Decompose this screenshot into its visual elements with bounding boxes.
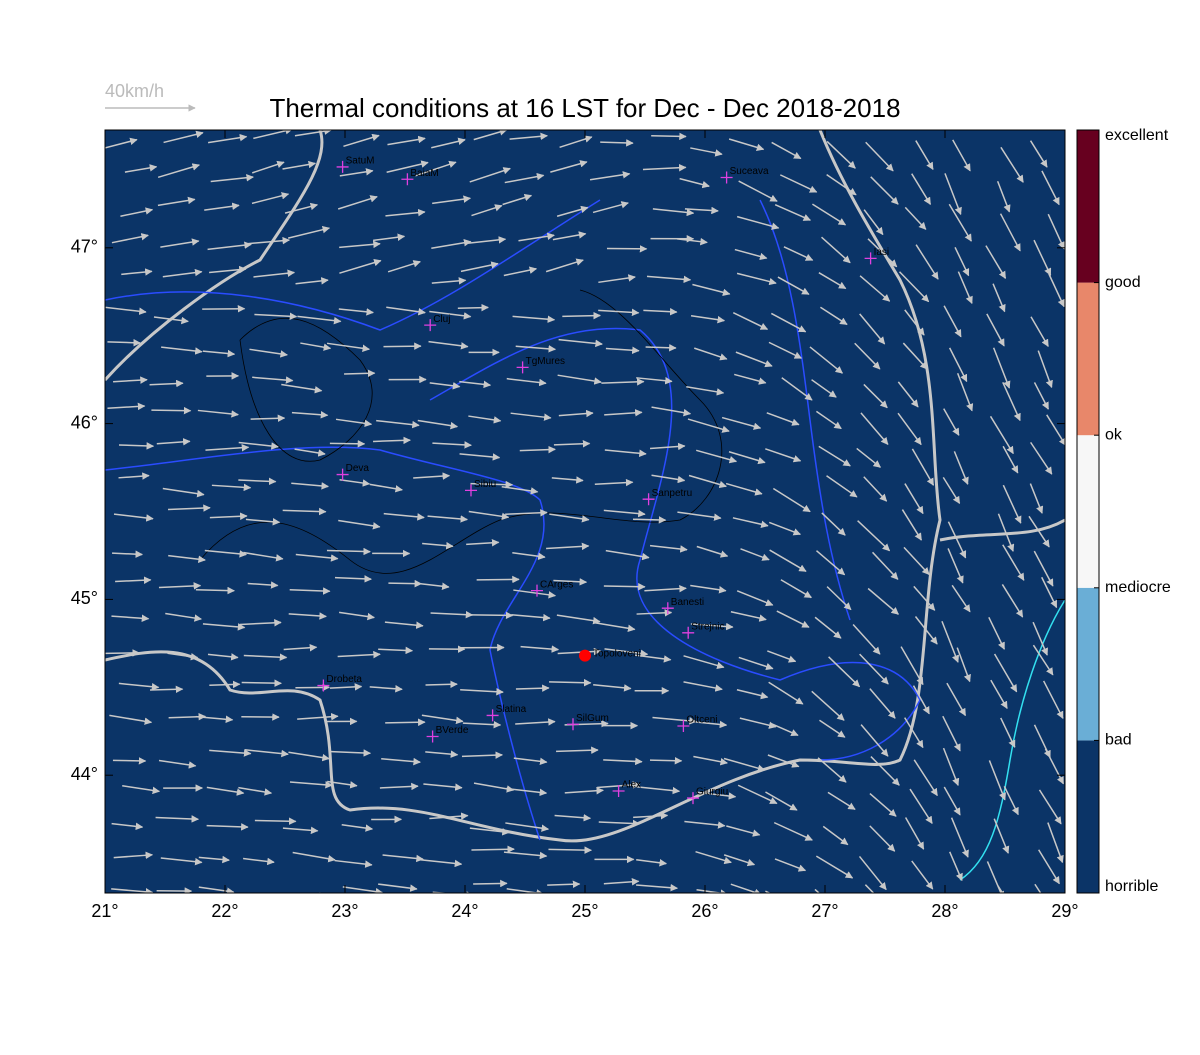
wind-arrow (604, 586, 645, 587)
y-tick-label: 44° (71, 764, 98, 784)
wind-arrow (562, 316, 600, 317)
wind-arrow (330, 443, 365, 444)
colorbar-label: ok (1105, 426, 1123, 443)
wind-key-label: 40km/h (105, 81, 164, 101)
wind-arrow (385, 722, 425, 723)
station-label: BaiaM (410, 168, 438, 179)
wind-arrow (473, 883, 507, 884)
map-title: Thermal conditions at 16 LST for Dec - D… (269, 93, 900, 123)
station-label: Banesti (671, 597, 704, 608)
wind-arrow (471, 849, 514, 850)
y-tick-label: 45° (71, 588, 98, 608)
map-area: SatuM BaiaM Suceava Iasi Cluj TgMures Deva Sibi… (105, 129, 1066, 935)
station-label: CArges (540, 579, 573, 590)
colorbar-segment (1077, 435, 1099, 588)
station-label: SilGum (576, 713, 609, 724)
station-label: Giurgiu (696, 787, 728, 798)
wind-arrow (106, 653, 140, 654)
colorbar-label: mediocre (1105, 579, 1171, 596)
site-marker (579, 650, 591, 662)
station-label: TgMures (526, 356, 565, 367)
wind-arrow (150, 689, 183, 690)
station-label: Suceava (730, 166, 769, 177)
x-tick-label: 24° (451, 901, 478, 921)
x-tick-label: 21° (91, 901, 118, 921)
colorbar: horrible bad mediocre ok good excellent (1077, 127, 1171, 895)
station-label: BVerde (436, 725, 469, 736)
colorbar-label: bad (1105, 732, 1132, 749)
station-label: Cluj (433, 314, 450, 325)
wind-arrow (255, 821, 296, 822)
station-label: Oltceni (686, 715, 717, 726)
wind-arrow (426, 684, 458, 685)
x-tick-label: 22° (211, 901, 238, 921)
y-tick-label: 47° (71, 237, 98, 257)
station-label: Slatina (496, 704, 527, 715)
wind-arrow (650, 760, 682, 761)
y-tick-label: 46° (71, 412, 98, 432)
wind-arrow (344, 373, 375, 374)
wind-arrow (458, 307, 488, 308)
colorbar-label: good (1105, 274, 1141, 291)
colorbar-segment (1077, 283, 1099, 436)
x-tick-label: 26° (691, 901, 718, 921)
colorbar-segment (1077, 130, 1099, 283)
station-label: Strejnic (691, 621, 724, 632)
station-label: Alex (622, 780, 641, 791)
x-tick-label: 25° (571, 901, 598, 921)
colorbar-label: horrible (1105, 878, 1158, 895)
wind-arrow (249, 897, 292, 899)
wind-arrow (600, 142, 633, 143)
wind-arrow (471, 615, 512, 616)
station-label: Drobeta (326, 674, 362, 685)
wind-arrow (113, 760, 146, 761)
colorbar-label: excellent (1105, 127, 1169, 144)
wind-arrow (904, 895, 923, 920)
wind-arrow (549, 682, 591, 683)
site-label: Topoloveni (593, 648, 641, 659)
wind-arrow (548, 849, 591, 850)
wind-arrow (196, 590, 234, 591)
wind-arrow (633, 519, 666, 520)
station-label: Deva (346, 463, 370, 474)
station-label: SatuM (346, 156, 375, 167)
colorbar-segment (1077, 588, 1099, 741)
x-tick-label: 27° (811, 901, 838, 921)
x-tick-label: 23° (331, 901, 358, 921)
x-tick-label: 29° (1051, 901, 1078, 921)
wind-arrow (242, 682, 281, 683)
colorbar-segment (1077, 740, 1099, 893)
wind-arrow (651, 136, 686, 137)
wind-arrow (209, 684, 239, 685)
station-label: Sanpetru (652, 488, 693, 499)
station-label: Iasi (874, 247, 890, 258)
station-label: Sibiu (474, 479, 496, 490)
wind-arrow (251, 418, 285, 419)
wind-arrow (646, 347, 676, 348)
x-tick-label: 28° (931, 901, 958, 921)
wind-arrow (151, 410, 190, 411)
wind-arrow (383, 346, 420, 347)
